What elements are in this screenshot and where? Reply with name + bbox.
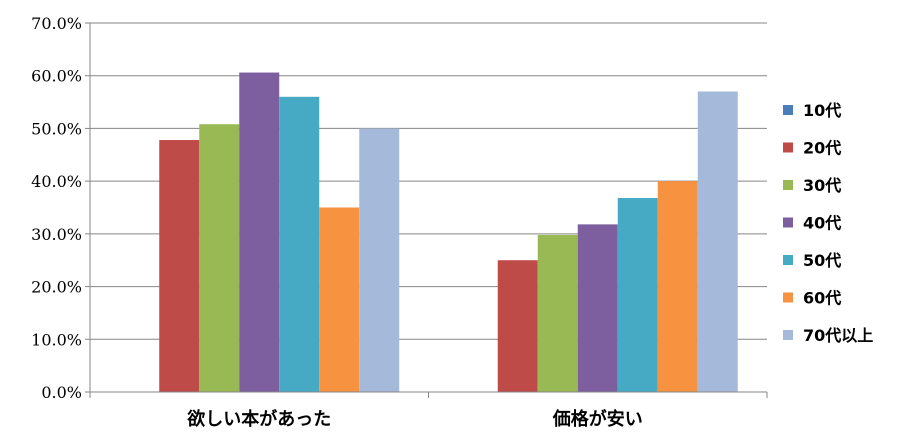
legend-swatch: [783, 142, 793, 153]
x-category-label: 欲しい本があった: [186, 408, 331, 430]
bar-30代-欲しい本があった: [199, 124, 240, 392]
bar-40代-価格が安い: [577, 224, 618, 392]
legend-swatch: [783, 217, 793, 228]
bar-70代以上-欲しい本があった: [359, 128, 400, 392]
bar-60代-欲しい本があった: [319, 207, 360, 392]
y-tick-label: 50.0%: [31, 119, 82, 138]
bar-60代-価格が安い: [657, 181, 698, 392]
legend-swatch: [783, 255, 793, 265]
y-tick-label: 20.0%: [31, 278, 82, 297]
bar-20代-欲しい本があった: [159, 140, 200, 392]
legend-label: 30代: [803, 176, 841, 195]
y-tick-label: 30.0%: [31, 225, 82, 244]
x-axis-ticks: 欲しい本があった 価格が安い: [89, 392, 768, 430]
bar-40代-欲しい本があった: [239, 72, 280, 393]
bar-70代以上-価格が安い: [697, 91, 738, 393]
x-category-label: 価格が安い: [552, 408, 643, 430]
legend-swatch: [783, 330, 793, 340]
y-axis-ticks: 0.0% 10.0% 20.0% 30.0% 40.0% 50.0% 60.0% 70.0%: [31, 14, 90, 402]
y-tick-label: 0.0%: [41, 383, 82, 402]
y-tick-label: 70.0%: [31, 14, 82, 33]
bar-50代-価格が安い: [617, 198, 658, 392]
y-tick-label: 40.0%: [31, 172, 82, 191]
legend-label: 20代: [803, 139, 841, 158]
y-tick-label: 10.0%: [31, 330, 82, 349]
bar-30代-価格が安い: [537, 234, 578, 392]
legend-label: 50代: [803, 251, 841, 270]
legend-label: 60代: [803, 289, 841, 308]
legend-label: 70代以上: [803, 326, 873, 345]
legend-swatch: [783, 105, 793, 115]
bar-20代-価格が安い: [497, 260, 538, 392]
legend-swatch: [783, 292, 793, 303]
bars: [159, 72, 738, 393]
legend-swatch: [783, 180, 793, 190]
bar-50代-欲しい本があった: [279, 96, 320, 393]
legend: 10代 20代 30代 40代 50代 60代 70代以上: [783, 101, 873, 345]
legend-label: 10代: [803, 101, 841, 120]
y-tick-label: 60.0%: [31, 67, 82, 86]
legend-label: 40代: [803, 214, 841, 233]
